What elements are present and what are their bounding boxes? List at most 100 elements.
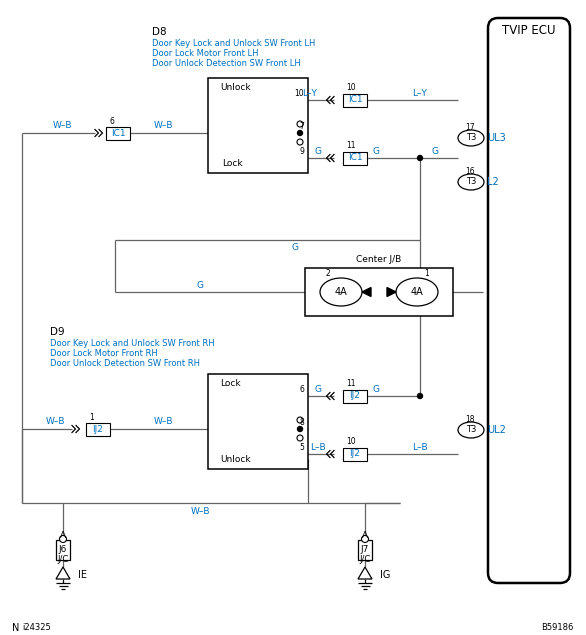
Polygon shape xyxy=(362,288,371,297)
Text: 1: 1 xyxy=(425,269,430,279)
Bar xyxy=(343,93,367,107)
Ellipse shape xyxy=(396,278,438,306)
Text: 8: 8 xyxy=(299,418,304,427)
Text: 10: 10 xyxy=(346,83,356,93)
Text: W–B: W–B xyxy=(154,417,173,427)
Text: G: G xyxy=(431,147,438,156)
Text: Door Unlock Detection SW Front LH: Door Unlock Detection SW Front LH xyxy=(152,60,301,69)
Text: 6: 6 xyxy=(109,116,114,126)
Text: 16: 16 xyxy=(465,168,475,177)
Polygon shape xyxy=(56,567,70,579)
Text: Lock: Lock xyxy=(222,159,243,168)
Text: 4A: 4A xyxy=(335,287,347,297)
Ellipse shape xyxy=(297,139,303,145)
Polygon shape xyxy=(387,288,396,297)
Circle shape xyxy=(298,131,302,135)
Text: W–B: W–B xyxy=(190,507,210,516)
Text: i24325: i24325 xyxy=(22,624,51,632)
Bar xyxy=(106,126,130,140)
Text: T3: T3 xyxy=(466,133,476,142)
Bar xyxy=(305,268,453,316)
Text: G: G xyxy=(196,281,203,290)
Text: 10: 10 xyxy=(294,89,304,98)
Ellipse shape xyxy=(297,417,303,423)
Ellipse shape xyxy=(458,174,484,190)
Ellipse shape xyxy=(458,130,484,146)
Text: J6: J6 xyxy=(59,545,67,554)
Text: 4A: 4A xyxy=(411,287,423,297)
Text: 7: 7 xyxy=(299,122,304,131)
Ellipse shape xyxy=(458,422,484,438)
Text: IE: IE xyxy=(78,570,87,580)
Text: 17: 17 xyxy=(465,123,475,133)
Text: IJ2: IJ2 xyxy=(350,450,360,458)
Text: Door Key Lock and Unlock SW Front LH: Door Key Lock and Unlock SW Front LH xyxy=(152,39,315,48)
Text: G: G xyxy=(315,147,322,156)
Text: G: G xyxy=(373,385,380,394)
Text: Door Unlock Detection SW Front RH: Door Unlock Detection SW Front RH xyxy=(50,359,200,368)
Text: J/C: J/C xyxy=(359,556,370,565)
Text: 1: 1 xyxy=(89,413,94,422)
Bar xyxy=(56,540,70,560)
Ellipse shape xyxy=(297,435,303,441)
Text: D9: D9 xyxy=(50,327,64,337)
Ellipse shape xyxy=(297,121,303,127)
Circle shape xyxy=(417,156,423,161)
Text: Center J/B: Center J/B xyxy=(356,255,401,264)
Bar xyxy=(208,78,308,173)
Bar xyxy=(208,374,308,469)
Text: T3: T3 xyxy=(466,178,476,187)
Text: W–B: W–B xyxy=(45,417,64,427)
Text: T3: T3 xyxy=(466,425,476,434)
Circle shape xyxy=(417,394,423,399)
Text: Door Lock Motor Front LH: Door Lock Motor Front LH xyxy=(152,50,258,58)
Text: UL2: UL2 xyxy=(487,425,506,435)
Text: IC1: IC1 xyxy=(111,128,125,138)
Text: IJ2: IJ2 xyxy=(93,425,104,434)
Text: Unlock: Unlock xyxy=(221,83,251,93)
Text: 11: 11 xyxy=(346,142,356,150)
Text: A: A xyxy=(60,531,66,540)
Text: 6: 6 xyxy=(299,385,304,394)
Ellipse shape xyxy=(320,278,362,306)
Bar xyxy=(343,389,367,403)
Text: G: G xyxy=(315,385,322,394)
Text: D8: D8 xyxy=(152,27,166,37)
Text: L–B: L–B xyxy=(412,443,428,451)
Text: G: G xyxy=(373,147,380,156)
Text: 18: 18 xyxy=(465,415,475,425)
Bar xyxy=(86,422,110,436)
Ellipse shape xyxy=(362,535,369,542)
Text: N: N xyxy=(12,623,19,633)
Text: Door Key Lock and Unlock SW Front RH: Door Key Lock and Unlock SW Front RH xyxy=(50,340,214,349)
Text: IC1: IC1 xyxy=(347,95,362,105)
Ellipse shape xyxy=(60,535,66,542)
Polygon shape xyxy=(358,567,372,579)
Text: 10: 10 xyxy=(346,438,356,446)
Text: L–Y: L–Y xyxy=(413,88,427,98)
Bar xyxy=(343,152,367,164)
Text: Door Lock Motor Front RH: Door Lock Motor Front RH xyxy=(50,349,158,359)
Text: G: G xyxy=(291,243,298,253)
Bar xyxy=(358,540,372,560)
Text: W–B: W–B xyxy=(52,121,71,131)
Text: L–B: L–B xyxy=(310,443,326,451)
Text: 11: 11 xyxy=(346,380,356,389)
Text: L–Y: L–Y xyxy=(302,88,318,98)
Text: UL3: UL3 xyxy=(487,133,506,143)
Text: IJ2: IJ2 xyxy=(350,392,360,401)
Text: IG: IG xyxy=(380,570,390,580)
Text: J/C: J/C xyxy=(57,556,69,565)
Text: J7: J7 xyxy=(361,545,369,554)
Bar xyxy=(343,448,367,460)
Text: B59186: B59186 xyxy=(541,624,574,632)
Text: Unlock: Unlock xyxy=(221,455,251,464)
Text: W–B: W–B xyxy=(154,121,173,131)
FancyBboxPatch shape xyxy=(488,18,570,583)
Circle shape xyxy=(298,427,302,432)
Text: 5: 5 xyxy=(299,443,304,452)
Text: TVIP ECU: TVIP ECU xyxy=(502,25,556,37)
Text: L2: L2 xyxy=(487,177,499,187)
Text: IC1: IC1 xyxy=(347,154,362,163)
Text: 2: 2 xyxy=(326,269,331,279)
